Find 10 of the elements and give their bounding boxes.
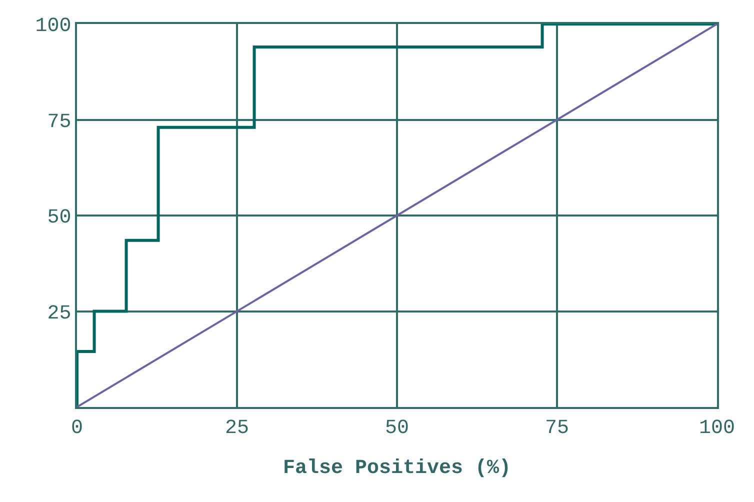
x-tick-label: 100 [698, 416, 736, 440]
x-tick-label: 75 [544, 416, 570, 440]
y-tick-label: 25 [47, 302, 72, 326]
y-tick-label: 50 [47, 206, 72, 230]
x-tick-label: 50 [384, 416, 410, 440]
x-tick-label: 25 [224, 416, 250, 440]
y-tick-label: 100 [35, 15, 72, 38]
x-axis-title: False Positives (%) [282, 456, 512, 480]
y-tick-label: 75 [47, 110, 72, 134]
x-tick-label: 0 [70, 416, 84, 440]
